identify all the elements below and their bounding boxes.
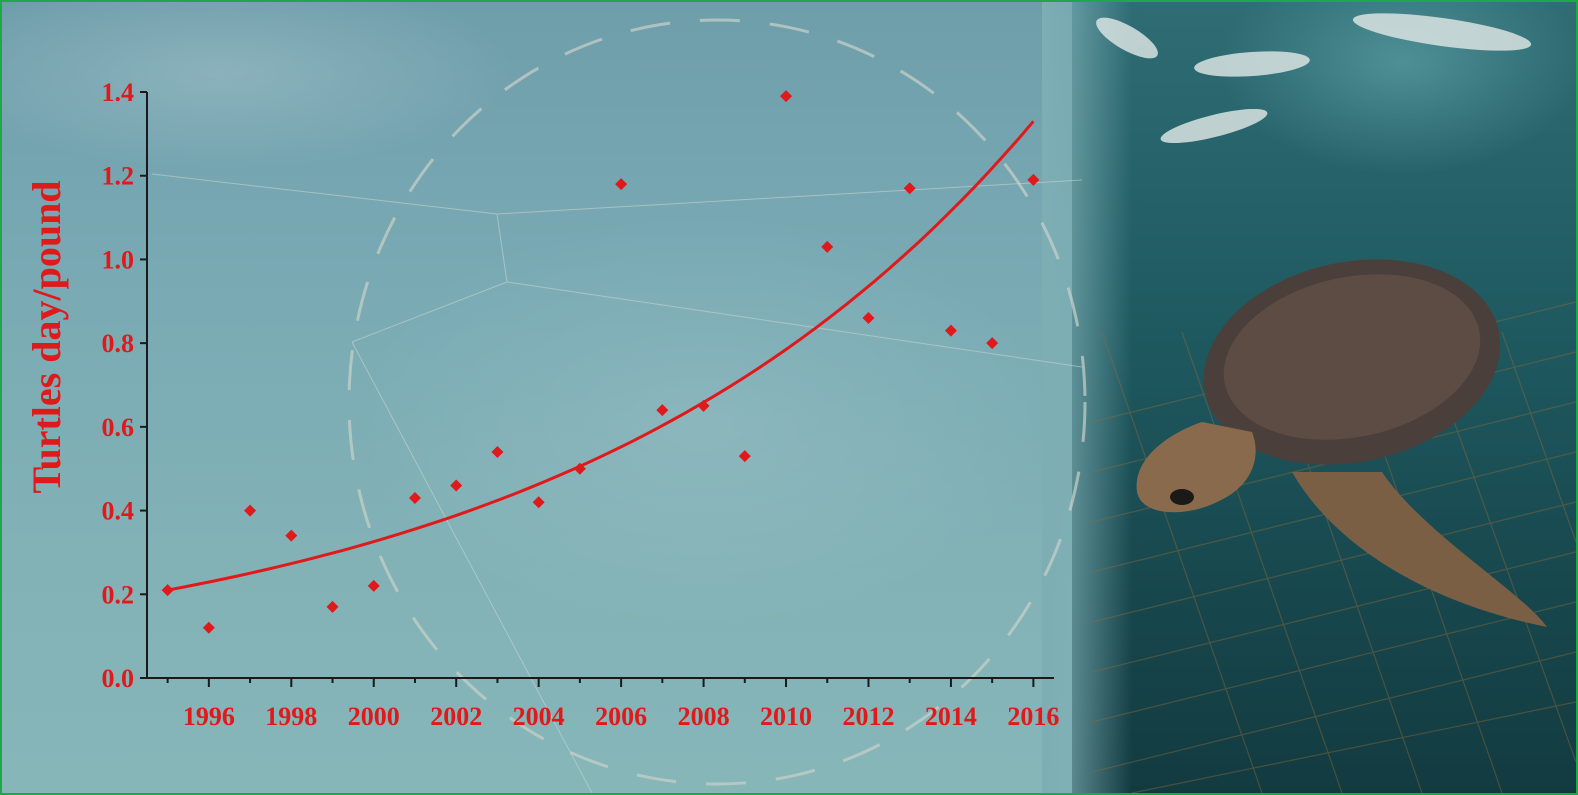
data-point: [244, 504, 257, 517]
data-point: [1027, 173, 1040, 186]
data-point: [986, 337, 999, 350]
x-tick-label: 2006: [595, 702, 647, 731]
data-point: [202, 621, 215, 634]
data-point: [573, 462, 586, 475]
trendline: [167, 120, 1035, 592]
y-tick-label: 0.4: [102, 497, 135, 526]
y-tick-label: 0.0: [102, 664, 135, 693]
data-point: [450, 479, 463, 492]
y-tick-label: 1.2: [102, 162, 135, 191]
y-ticks: 0.0 0.2 0.4 0.6 0.8 1.0 1.2 1.4: [102, 78, 147, 693]
data-point: [285, 529, 298, 542]
x-tick-label: 2002: [430, 702, 482, 731]
y-tick-label: 0.8: [102, 329, 135, 358]
photo-blend: [1042, 2, 1132, 793]
y-axis-title: Turtles day/pound: [24, 180, 69, 493]
fish-group: [1096, 13, 1532, 144]
x-tick-label: 2010: [760, 702, 812, 731]
data-point: [944, 324, 957, 337]
x-ticks: 1996 1998 2000 2002 2004 2006 2008 2010 2012 2014…: [166, 678, 1059, 731]
x-tick-label: 1998: [265, 702, 317, 731]
x-tick-label: 2000: [348, 702, 400, 731]
x-tick-label: 1996: [183, 702, 235, 731]
net-lines: [151, 173, 1083, 793]
data-point: [780, 90, 793, 103]
data-point: [656, 404, 669, 417]
data-point: [367, 579, 380, 592]
chart-axes: [146, 92, 1054, 679]
x-tick-label: 2008: [678, 702, 730, 731]
data-point: [615, 178, 628, 191]
data-point: [161, 584, 174, 597]
y-tick-label: 0.6: [102, 413, 135, 442]
data-point: [408, 492, 421, 505]
data-point: [903, 182, 916, 195]
y-tick-label: 0.2: [102, 580, 135, 609]
data-point: [532, 496, 545, 509]
data-point: [821, 240, 834, 253]
x-tick-label: 2012: [842, 702, 894, 731]
net-ring: [347, 18, 1087, 786]
y-tick-label: 1.4: [102, 78, 135, 107]
x-tick-label: 2004: [513, 702, 565, 731]
data-point: [862, 312, 875, 325]
y-tick-label: 1.0: [102, 245, 135, 274]
data-points: [161, 90, 1040, 634]
data-point: [738, 450, 751, 463]
x-tick-label: 2016: [1007, 702, 1059, 731]
data-point: [326, 600, 339, 613]
sea-turtle: [1136, 259, 1547, 627]
data-point: [697, 399, 710, 412]
data-point: [491, 445, 504, 458]
x-tick-label: 2014: [925, 702, 977, 731]
